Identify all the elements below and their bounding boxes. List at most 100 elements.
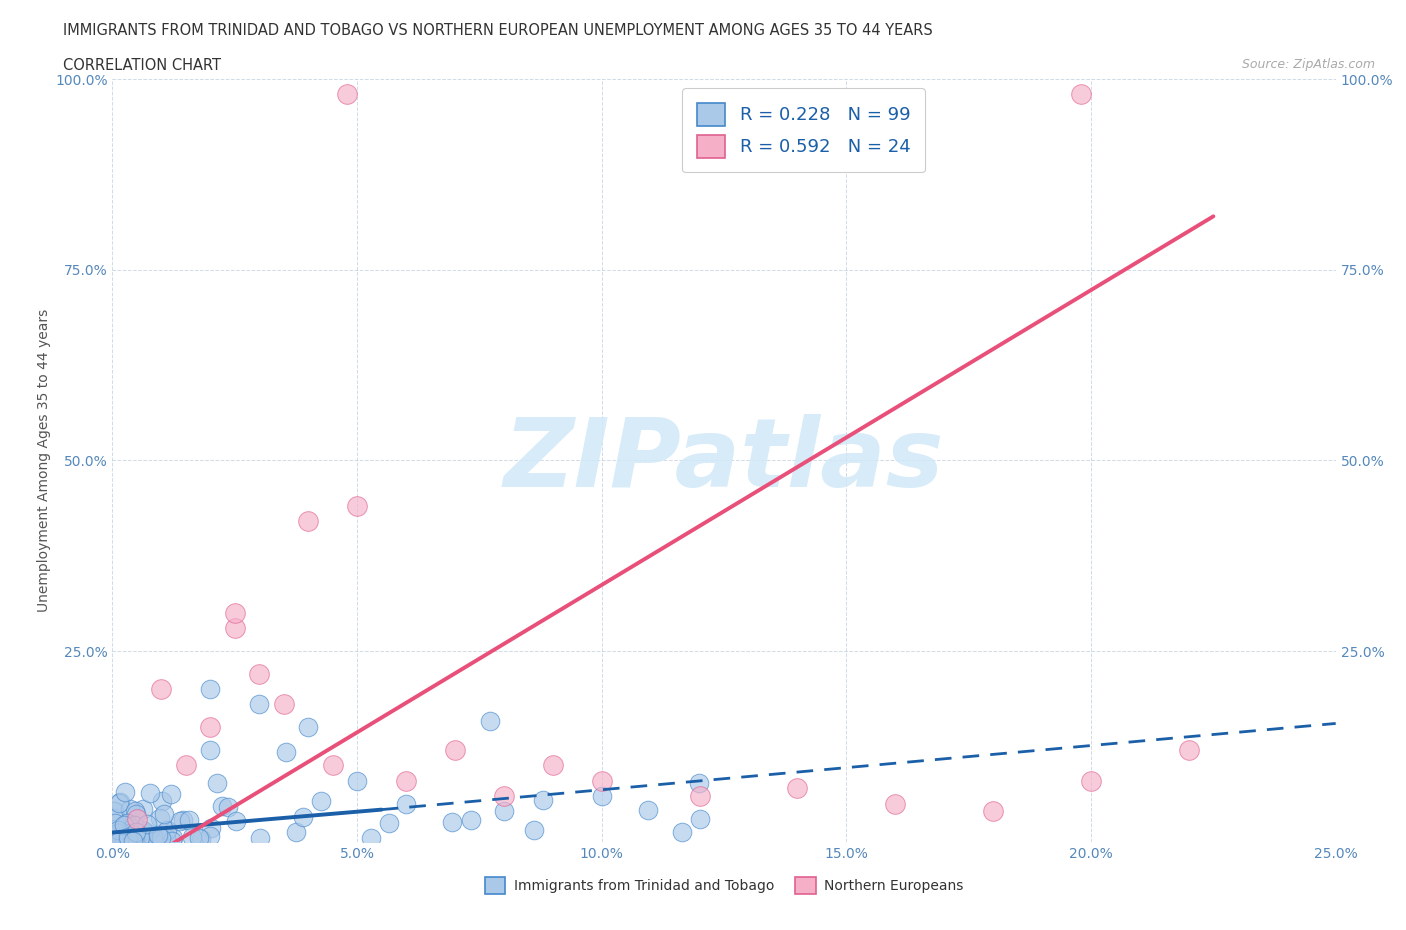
Point bbox=[378, 816, 401, 830]
Point bbox=[217, 800, 239, 815]
Point bbox=[104, 833, 127, 848]
Point bbox=[309, 794, 332, 809]
Point bbox=[1070, 86, 1092, 101]
Point bbox=[103, 833, 125, 848]
Point bbox=[152, 806, 174, 821]
Point bbox=[591, 789, 613, 804]
Point bbox=[112, 817, 135, 832]
Text: CORRELATION CHART: CORRELATION CHART bbox=[63, 58, 221, 73]
Point bbox=[104, 832, 127, 847]
Point bbox=[591, 773, 613, 788]
Point bbox=[156, 822, 179, 837]
Point bbox=[180, 830, 202, 844]
Point bbox=[114, 833, 136, 848]
Point bbox=[689, 789, 711, 804]
Point bbox=[146, 828, 169, 843]
Point bbox=[224, 620, 246, 635]
Point bbox=[103, 804, 125, 818]
Point bbox=[132, 802, 155, 817]
Point bbox=[285, 825, 308, 840]
Point bbox=[531, 792, 554, 807]
Point bbox=[149, 810, 172, 825]
Point bbox=[112, 830, 135, 844]
Text: ZIPatlas: ZIPatlas bbox=[503, 414, 945, 507]
Point bbox=[478, 714, 501, 729]
Point bbox=[249, 830, 271, 845]
Point bbox=[162, 830, 184, 845]
Point bbox=[114, 830, 136, 845]
Point bbox=[981, 804, 1004, 818]
Point bbox=[188, 830, 211, 845]
Point bbox=[492, 789, 515, 804]
Point bbox=[160, 787, 183, 802]
Point bbox=[107, 823, 129, 838]
Point bbox=[541, 758, 564, 773]
Point bbox=[211, 799, 233, 814]
Legend: Immigrants from Trinidad and Tobago, Northern Europeans: Immigrants from Trinidad and Tobago, Nor… bbox=[479, 871, 969, 899]
Point bbox=[122, 827, 145, 842]
Point bbox=[115, 816, 138, 830]
Point bbox=[132, 823, 155, 838]
Point bbox=[117, 830, 139, 845]
Point bbox=[104, 816, 127, 830]
Point bbox=[1080, 773, 1102, 788]
Point bbox=[276, 745, 298, 760]
Point bbox=[198, 828, 221, 843]
Point bbox=[122, 817, 145, 832]
Point bbox=[395, 796, 418, 811]
Point bbox=[125, 825, 148, 840]
Point bbox=[108, 830, 131, 844]
Point bbox=[142, 829, 165, 844]
Point bbox=[395, 773, 418, 788]
Point bbox=[139, 786, 162, 801]
Point bbox=[129, 830, 152, 844]
Point bbox=[136, 817, 159, 831]
Point bbox=[172, 813, 194, 828]
Point bbox=[118, 834, 141, 849]
Point bbox=[200, 720, 222, 735]
Point bbox=[150, 793, 173, 808]
Point bbox=[105, 811, 128, 826]
Y-axis label: Unemployment Among Ages 35 to 44 years: Unemployment Among Ages 35 to 44 years bbox=[37, 309, 51, 612]
Point bbox=[117, 824, 139, 839]
Point bbox=[107, 825, 129, 840]
Point bbox=[120, 826, 142, 841]
Point bbox=[121, 833, 143, 848]
Point bbox=[107, 834, 129, 849]
Point bbox=[671, 824, 693, 839]
Point bbox=[162, 833, 184, 848]
Point bbox=[247, 667, 270, 682]
Point bbox=[205, 776, 228, 790]
Point bbox=[124, 821, 146, 836]
Point bbox=[115, 831, 138, 846]
Point bbox=[155, 830, 177, 845]
Point bbox=[132, 824, 155, 839]
Text: IMMIGRANTS FROM TRINIDAD AND TOBAGO VS NORTHERN EUROPEAN UNEMPLOYMENT AMONG AGES: IMMIGRANTS FROM TRINIDAD AND TOBAGO VS N… bbox=[63, 23, 934, 38]
Point bbox=[336, 86, 359, 101]
Point bbox=[120, 802, 142, 817]
Point bbox=[689, 811, 711, 826]
Point bbox=[136, 825, 159, 840]
Point bbox=[121, 821, 143, 836]
Point bbox=[112, 834, 135, 849]
Point bbox=[150, 682, 173, 697]
Point bbox=[174, 758, 197, 773]
Point bbox=[224, 605, 246, 620]
Point bbox=[444, 743, 467, 758]
Point bbox=[124, 807, 146, 822]
Point bbox=[124, 804, 146, 818]
Point bbox=[125, 830, 148, 844]
Point bbox=[200, 743, 222, 758]
Point bbox=[156, 823, 179, 838]
Point bbox=[149, 830, 172, 845]
Point bbox=[200, 820, 222, 835]
Point bbox=[247, 697, 270, 711]
Point bbox=[297, 514, 319, 529]
Point bbox=[688, 776, 710, 790]
Point bbox=[108, 796, 131, 811]
Point bbox=[190, 831, 212, 846]
Point bbox=[225, 814, 247, 829]
Point bbox=[200, 682, 222, 697]
Point bbox=[360, 830, 382, 845]
Point bbox=[637, 803, 659, 817]
